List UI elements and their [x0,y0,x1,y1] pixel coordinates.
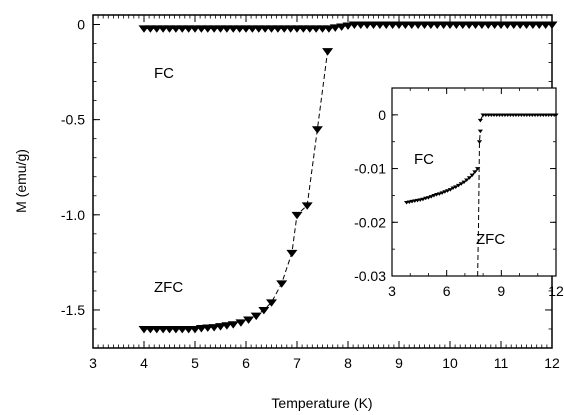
inset-marker-fc [450,186,456,191]
x-tick-label: 6 [242,355,250,371]
marker-zfc [189,326,201,334]
marker-zfc [258,306,270,315]
x-tick-label: 10 [442,355,458,371]
inset-marker-fc [458,182,464,186]
zfc-annotation: ZFC [154,279,183,296]
inset-plot-frame [391,87,557,277]
inset-x-tick-label: 3 [388,283,396,299]
y-tick-label: -1.0 [61,207,85,223]
x-tick-label: 7 [293,355,301,371]
y-tick-label: -1.5 [61,302,85,318]
inset-marker-fc [453,185,459,189]
marker-zfc [221,322,233,330]
inset-markers [403,113,559,205]
inset-marker-fc-high [477,118,483,123]
inset-marker-zfc [477,129,483,134]
x-tick-label: 12 [544,355,560,371]
inset-marker-fc [472,170,478,174]
main-x-ticks: 3 4 5 6 7 8 9 10 11 12 [89,15,560,371]
inset-y-tick-label: -0.01 [354,161,386,177]
inset-marker-fc [466,176,473,180]
inset-x-ticks: 3 6 9 12 [388,88,564,299]
marker-zfc [276,280,288,288]
marker-zfc [266,299,277,307]
inset-y-tick-label: -0.02 [354,214,386,230]
marker-fc [329,24,341,32]
main-y-ticks: 0 -0.5 -1.0 -1.5 [61,17,552,349]
marker-fc [342,22,354,30]
marker-zfc [291,211,303,220]
inset-marker-fc [447,188,453,192]
x-tick-label: 11 [494,355,509,371]
x-tick-label: 9 [395,355,403,371]
inset-x-tick-label: 12 [548,283,564,299]
marker-zfc [250,312,262,321]
marker-zfc [235,319,247,327]
inset-marker-fc-high [553,113,559,117]
x-axis-label: Temperature (K) [271,395,372,411]
main-markers [138,21,558,334]
inset-marker-fc [444,189,451,193]
x-tick-label: 8 [344,355,352,371]
fc-annotation: FC [154,65,174,82]
inset-marker-fc [436,192,442,196]
y-tick-label: 0 [77,17,85,33]
marker-zfc [311,126,323,134]
x-tick-label: 5 [191,355,199,371]
marker-zfc [286,249,298,258]
marker-zfc [215,323,226,331]
marker-fc [336,23,348,31]
marker-zfc [227,321,239,329]
marker-zfc [301,202,313,210]
inset-y-ticks: 0 -0.01 -0.02 -0.03 [354,107,556,284]
inset-marker-fc [475,167,481,171]
marker-zfc [208,324,220,332]
x-tick-label: 3 [89,355,97,371]
marker-fc [323,25,335,33]
inset-y-tick-label: 0 [378,107,386,123]
inset-marker-fc [439,191,445,195]
inset-x-tick-label: 6 [443,283,451,299]
marker-zfc [322,48,334,56]
y-axis-label: M (emu/g) [13,149,29,213]
inset-marker-fc [425,196,432,200]
inset-y-tick-label: -0.03 [354,268,386,284]
x-tick-label: 4 [140,355,148,371]
inset-zfc-annotation: ZFC [476,231,505,248]
inset-marker-fc [469,173,475,178]
inset-marker-fc [455,183,462,188]
inset-marker-zfc [476,140,483,144]
inset-x-tick-label: 9 [497,283,505,299]
inset-marker-fc [431,194,437,198]
y-tick-label: -0.5 [61,112,85,128]
inset-marker-fc [420,197,426,202]
inset-marker-fc [442,190,448,194]
inset-marker-fc [461,180,467,185]
marker-fc [546,21,558,29]
inset-marker-fc [428,195,434,199]
inset-line-zfc [477,130,481,277]
inset-marker-fc [464,178,470,182]
inset-fc-annotation: FC [414,151,434,168]
marker-zfc [243,316,255,324]
